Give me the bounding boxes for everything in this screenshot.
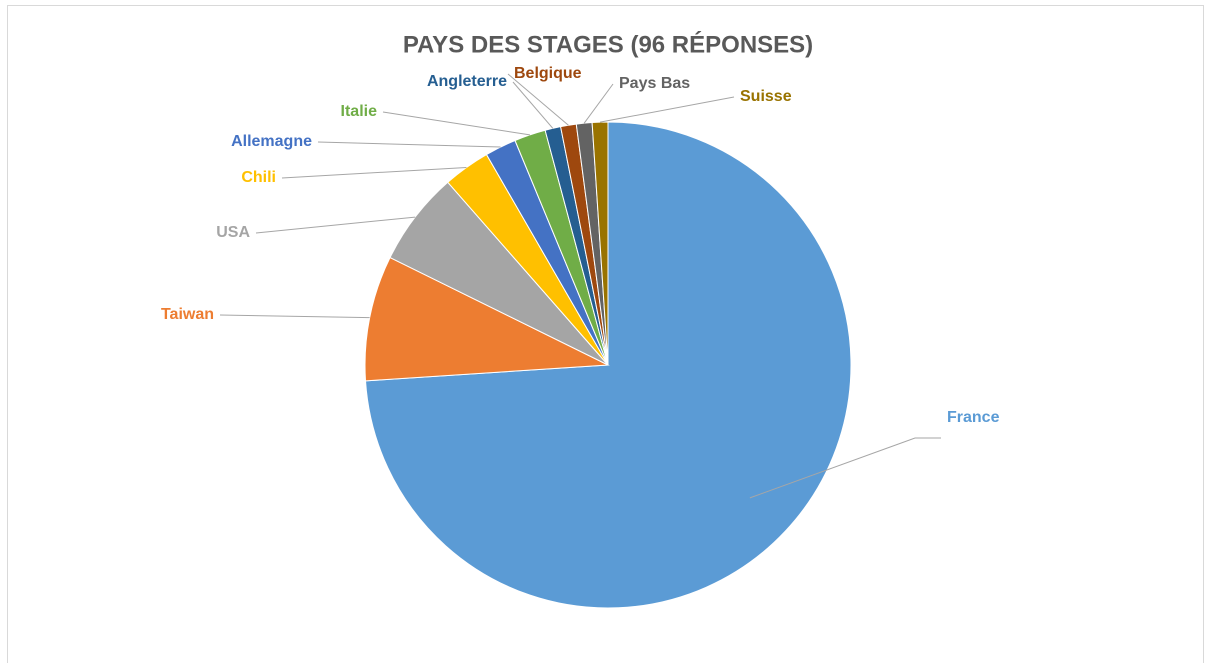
leader-line [255, 216, 416, 234]
data-label: Belgique [514, 65, 582, 82]
data-label: Pays Bas [619, 75, 690, 92]
data-label: Suisse [740, 88, 792, 105]
leader-line [219, 314, 370, 319]
data-label: Taiwan [161, 306, 214, 323]
data-label: Italie [341, 103, 378, 120]
leader-line [317, 141, 501, 148]
leader-line [382, 111, 530, 136]
leader-line [512, 81, 554, 129]
data-label: Chili [241, 169, 276, 186]
leader-line [507, 73, 569, 126]
leader-line [583, 83, 614, 124]
leader-line [749, 437, 941, 499]
leader-line [599, 96, 735, 123]
leader-line [281, 166, 467, 179]
data-label: USA [216, 224, 250, 241]
data-label: Angleterre [427, 73, 507, 90]
data-label: Allemagne [231, 133, 312, 150]
data-label: France [947, 409, 1000, 426]
chart-title: PAYS DES STAGES (96 RÉPONSES) [403, 30, 813, 58]
